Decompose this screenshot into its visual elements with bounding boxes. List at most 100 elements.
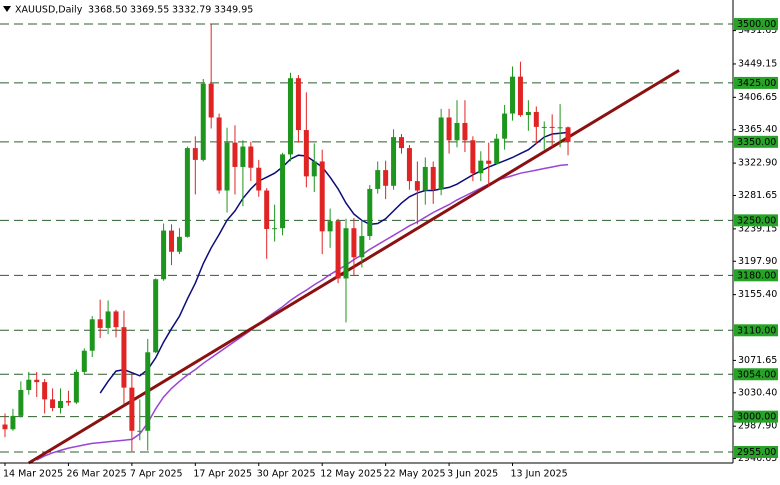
moving-average (36, 163, 569, 461)
level-label: 3110.00 (737, 325, 776, 336)
candle-body (58, 400, 64, 409)
x-tick-label: 30 Apr 2025 (257, 469, 316, 480)
candle-body (280, 154, 286, 229)
level-label: 3500.00 (737, 19, 776, 30)
candle-body (319, 161, 325, 232)
y-tick-label: 3281.65 (738, 190, 777, 201)
level-label-box (734, 324, 778, 337)
y-tick-label: 3365.40 (738, 124, 777, 135)
candle-body (161, 230, 167, 280)
candle-body (192, 148, 198, 160)
candle-body (478, 160, 484, 174)
y-tick-label: 3239.15 (738, 223, 777, 234)
y-tick-label: 3155.40 (738, 289, 777, 300)
candle-body (216, 117, 222, 191)
candle-body (264, 190, 270, 229)
candle-body (399, 137, 404, 149)
candle-body (391, 137, 397, 186)
candle-body (89, 319, 95, 351)
candle-body (454, 122, 460, 141)
candle-body (510, 76, 516, 114)
candle-body (137, 430, 143, 432)
y-tick-label: 2987.90 (738, 421, 777, 432)
candle-body (525, 111, 531, 116)
x-tick-label: 26 Mar 2025 (66, 469, 126, 480)
x-tick-label: 7 Apr 2025 (130, 469, 183, 480)
candle-body (224, 142, 230, 191)
candle-body (295, 78, 301, 131)
candle-body (359, 236, 365, 258)
candle-body (533, 111, 539, 127)
ohlc-close: 3349.95 (214, 5, 253, 16)
candle-body (113, 311, 119, 328)
candle-body (446, 117, 452, 141)
level-label: 3054.00 (737, 369, 776, 380)
candle-body (105, 311, 111, 328)
ohlc-low: 3332.79 (172, 5, 211, 16)
y-tick-label: 3322.90 (738, 158, 777, 169)
candle-body (208, 83, 214, 118)
candle-body (351, 228, 357, 258)
candle-body (383, 170, 389, 186)
candle-body (153, 279, 159, 353)
level-label: 3000.00 (737, 412, 776, 423)
candle-body (26, 379, 32, 390)
candle-body (367, 188, 373, 237)
candle-body (414, 181, 420, 191)
candle-body (184, 148, 190, 237)
y-tick-label: 2946.65 (738, 453, 777, 464)
candle-body (565, 127, 571, 142)
y-tick-label: 3406.65 (738, 92, 777, 103)
candle-body (327, 221, 333, 232)
candle-body (121, 327, 127, 388)
candle-body (10, 415, 16, 430)
x-tick-label: 12 May 2025 (320, 469, 382, 480)
level-label-box (734, 269, 778, 282)
y-tick-label: 3197.90 (738, 256, 777, 267)
level-label-box (734, 76, 778, 89)
level-label-box (734, 410, 778, 423)
level-label-box (734, 368, 778, 381)
candle-body (375, 170, 381, 189)
level-label-box (734, 135, 778, 148)
candle-body (303, 130, 309, 177)
candle-body (486, 160, 492, 164)
candle-body (557, 127, 563, 129)
candle-body (272, 228, 278, 230)
moving-average (99, 131, 569, 394)
candle-body (517, 76, 523, 116)
candle-body (73, 371, 79, 403)
level-label-box (734, 446, 778, 459)
level-label: 2955.00 (737, 447, 776, 458)
y-tick-label: 3491.65 (738, 25, 777, 36)
candle-body (549, 126, 555, 128)
symbol: XAUUSD,Daily (15, 5, 83, 16)
x-tick-label: 14 Mar 2025 (3, 469, 63, 480)
candle-body (462, 122, 468, 141)
candle-body (145, 352, 151, 431)
candle-body (470, 140, 476, 174)
candle-body (240, 146, 246, 167)
candle-body (65, 400, 71, 403)
candle-body (256, 167, 262, 191)
level-label: 3425.00 (737, 78, 776, 89)
candle-body (34, 379, 40, 383)
x-tick-label: 22 May 2025 (384, 469, 446, 480)
candle-body (502, 113, 508, 139)
y-tick-label: 3071.65 (738, 355, 777, 366)
ohlc-high: 3369.55 (130, 5, 169, 16)
candle-body (18, 389, 24, 416)
candle-body (430, 166, 436, 190)
candle-body (406, 148, 412, 182)
candle-body (343, 228, 349, 279)
candle-body (129, 387, 135, 431)
y-tick-label: 3449.15 (738, 58, 777, 69)
candle-body (97, 319, 103, 328)
candle-body (438, 117, 444, 190)
plot-area (0, 23, 733, 465)
candle-body (50, 399, 56, 409)
candle-body (541, 126, 547, 128)
candle-body (232, 142, 238, 167)
level-label-box (734, 18, 778, 31)
